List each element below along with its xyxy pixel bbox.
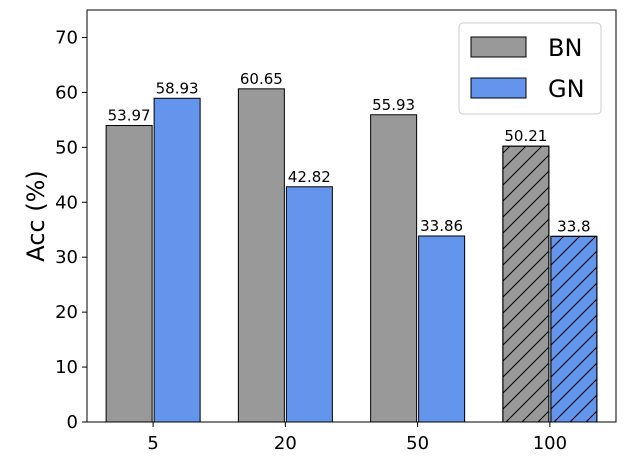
bar-hatch-bn-100 (502, 145, 550, 423)
y-axis-label: Acc (%) (22, 170, 50, 262)
bar-bn-20 (237, 88, 285, 423)
data-label-bn-20: 60.65 (240, 70, 283, 88)
bar-gn-50 (418, 235, 466, 423)
bars-layer (105, 88, 598, 423)
plot-frame (86, 9, 617, 423)
data-label-bn-100: 50.21 (504, 127, 547, 145)
data-label-gn-100: 33.8 (557, 217, 590, 235)
legend-swatch-bn (470, 36, 527, 58)
y-tick-label-0: 0 (67, 412, 78, 433)
bar-gn-5 (153, 97, 201, 423)
bar-hatch-gn-100 (550, 235, 598, 423)
y-tick-label-30: 30 (55, 247, 78, 268)
legend-label-bn: BN (548, 34, 582, 62)
axes-layer: 5 20 50 100 0 10 20 30 40 50 60 70 (55, 27, 567, 454)
data-label-gn-5: 58.93 (156, 79, 199, 97)
x-tick-label-5: 5 (147, 433, 158, 454)
legend-swatch-gn (470, 77, 527, 99)
bar-bn-50 (370, 114, 418, 423)
y-tick-label-20: 20 (55, 302, 78, 323)
y-tick-label-10: 10 (55, 357, 78, 378)
legend: BN GN (458, 22, 602, 115)
data-labels-layer: 53.97 58.93 60.65 42.82 55.93 33.86 50.21 33.8 (108, 70, 591, 235)
bar-gn-20 (285, 186, 333, 423)
bar-bn-5 (105, 125, 153, 423)
data-label-bn-5: 53.97 (108, 107, 151, 125)
x-tick-label-20: 20 (274, 433, 297, 454)
x-tick-label-100: 100 (533, 433, 567, 454)
y-tick-label-70: 70 (55, 27, 78, 48)
data-label-gn-20: 42.82 (288, 168, 331, 186)
y-tick-label-40: 40 (55, 192, 78, 213)
legend-label-gn: GN (548, 75, 585, 103)
data-label-gn-50: 33.86 (420, 217, 463, 235)
data-label-bn-50: 55.93 (372, 96, 415, 114)
y-tick-label-50: 50 (55, 137, 78, 158)
x-tick-label-50: 50 (406, 433, 429, 454)
y-tick-label-60: 60 (55, 82, 78, 103)
